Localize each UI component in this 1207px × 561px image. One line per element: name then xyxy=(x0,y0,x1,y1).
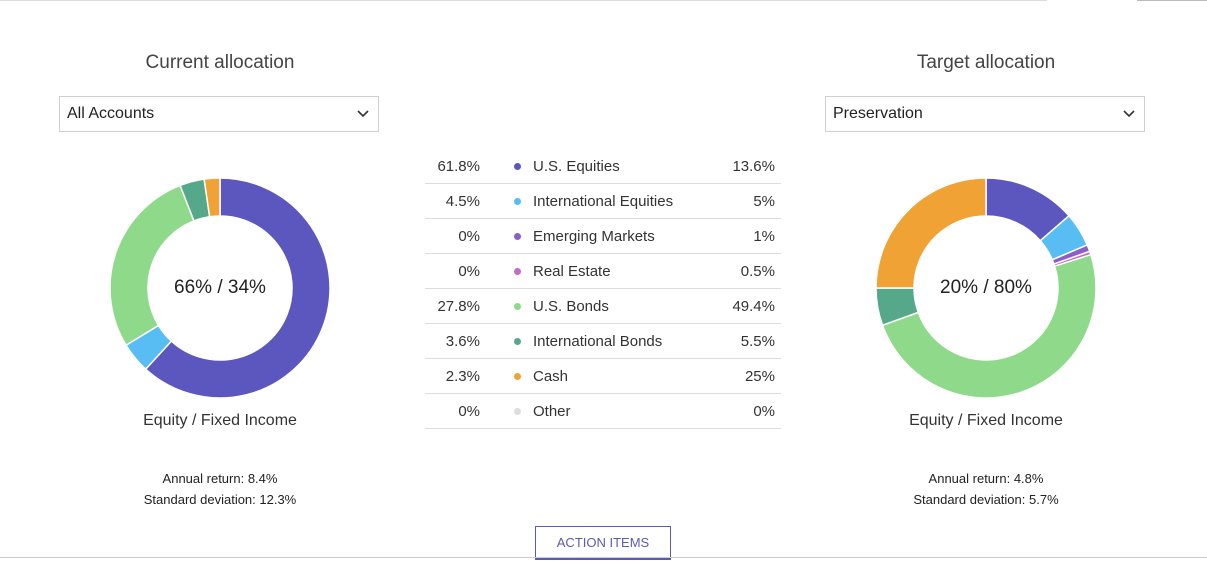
current-annual-return: Annual return: 8.4% xyxy=(162,471,278,486)
target-allocation-title: Target allocation xyxy=(916,52,1056,73)
current-allocation-title: Current allocation xyxy=(145,52,295,73)
legend-current-pct: 0% xyxy=(458,227,480,245)
legend-color-dot-icon xyxy=(514,162,521,170)
legend-row-u-s-bonds: 27.8% U.S. Bonds 49.4% xyxy=(425,289,781,324)
current-equity-fixed-ratio: 66% / 34% xyxy=(174,277,266,298)
current-slice-u-s-equities xyxy=(144,178,330,398)
legend-row-international-bonds: 3.6% International Bonds 5.5% xyxy=(425,324,781,359)
legend-target-pct: 5.5% xyxy=(740,332,775,350)
accounts-select[interactable]: All Accounts xyxy=(59,96,379,132)
strategy-select-value: Preservation xyxy=(833,105,923,122)
portfolio-strategy-select[interactable]: Preservation xyxy=(825,96,1145,132)
allocation-legend-table: 61.8% U.S. Equities 13.6% 4.5% International… xyxy=(425,149,781,429)
legend-asset-class: Other xyxy=(533,402,571,420)
legend-color-dot-icon xyxy=(514,302,521,310)
current-donut-caption: Equity / Fixed Income xyxy=(143,412,297,429)
legend-row-u-s-equities: 61.8% U.S. Equities 13.6% xyxy=(425,149,781,184)
legend-current-pct: 2.3% xyxy=(445,367,480,385)
bottom-divider xyxy=(0,557,1207,558)
target-std-dev: Standard deviation: 5.7% xyxy=(913,492,1059,507)
current-std-dev: Standard deviation: 12.3% xyxy=(143,492,297,507)
legend-current-pct: 0% xyxy=(458,262,480,280)
legend-current-pct: 4.5% xyxy=(445,192,480,210)
legend-current-pct: 27.8% xyxy=(437,297,480,315)
legend-target-pct: 5% xyxy=(753,192,775,210)
target-donut-caption: Equity / Fixed Income xyxy=(909,412,1063,429)
legend-row-other: 0% Other 0% xyxy=(425,394,781,429)
top-divider-right xyxy=(1137,0,1207,1)
legend-color-dot-icon xyxy=(514,267,521,275)
target-allocation-donut: 20% / 80% xyxy=(876,178,1096,398)
legend-row-emerging-markets: 0% Emerging Markets 1% xyxy=(425,219,781,254)
current-slice-cash xyxy=(203,178,221,218)
legend-asset-class: U.S. Equities xyxy=(533,157,620,175)
legend-target-pct: 0.5% xyxy=(740,262,775,280)
current-stats: Annual return: 8.4% Standard deviation: … xyxy=(59,468,381,510)
accounts-select-value: All Accounts xyxy=(67,105,155,122)
legend-color-dot-icon xyxy=(514,337,521,345)
target-slice-cash xyxy=(876,178,987,289)
top-divider xyxy=(0,0,1047,1)
target-stats: Annual return: 4.8% Standard deviation: … xyxy=(825,468,1147,510)
legend-target-pct: 1% xyxy=(753,227,775,245)
legend-asset-class: U.S. Bonds xyxy=(533,297,609,315)
target-equity-fixed-ratio: 20% / 80% xyxy=(940,277,1032,298)
legend-target-pct: 49.4% xyxy=(732,297,775,315)
legend-row-international-equities: 4.5% International Equities 5% xyxy=(425,184,781,219)
legend-color-dot-icon xyxy=(514,197,521,205)
legend-current-pct: 0% xyxy=(458,402,480,420)
legend-asset-class: Real Estate xyxy=(533,262,611,280)
legend-color-dot-icon xyxy=(514,232,521,240)
legend-target-pct: 0% xyxy=(753,402,775,420)
legend-asset-class: Cash xyxy=(533,367,569,385)
target-annual-return: Annual return: 4.8% xyxy=(928,471,1044,486)
current-donut-svg xyxy=(110,178,330,398)
legend-color-dot-icon xyxy=(514,407,521,415)
legend-target-pct: 25% xyxy=(744,367,775,385)
legend-row-real-estate: 0% Real Estate 0.5% xyxy=(425,254,781,289)
action-items-button[interactable]: ACTION ITEMS xyxy=(535,526,671,560)
chevron-down-icon xyxy=(1122,107,1136,121)
current-allocation-donut: 66% / 34% xyxy=(110,178,330,398)
legend-target-pct: 13.6% xyxy=(732,157,775,175)
target-donut-svg xyxy=(876,178,1096,398)
chevron-down-icon xyxy=(356,107,370,121)
legend-asset-class: International Bonds xyxy=(533,332,663,350)
target-slice-u-s-bonds xyxy=(881,253,1096,398)
legend-current-pct: 61.8% xyxy=(437,157,480,175)
legend-color-dot-icon xyxy=(514,372,521,380)
legend-row-cash: 2.3% Cash 25% xyxy=(425,359,781,394)
legend-asset-class: Emerging Markets xyxy=(533,227,655,245)
legend-asset-class: International Equities xyxy=(533,192,674,210)
legend-current-pct: 3.6% xyxy=(445,332,480,350)
